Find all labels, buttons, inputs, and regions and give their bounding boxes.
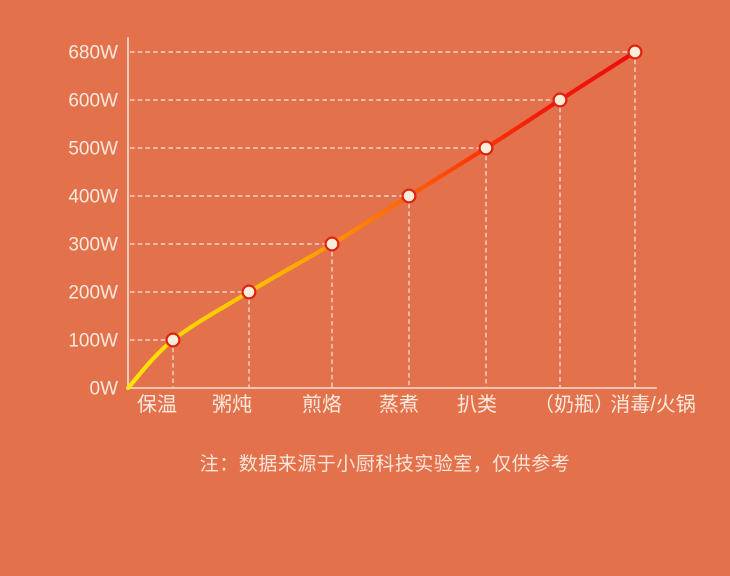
axes bbox=[126, 37, 657, 390]
data-point bbox=[401, 188, 417, 204]
x-axis-label: 蒸煮 bbox=[379, 393, 419, 416]
guide-lines bbox=[130, 51, 636, 387]
x-axis-labels: 保温 粥炖 煎烙 蒸煮 扒类 （奶瓶）消毒/火锅 bbox=[137, 393, 696, 416]
data-point bbox=[324, 236, 340, 252]
chart-footnote: 注：数据来源于小厨科技实验室，仅供参考 bbox=[199, 454, 571, 475]
data-points bbox=[165, 44, 643, 348]
y-axis-label: 680W bbox=[68, 43, 118, 64]
y-axis-label: 200W bbox=[68, 283, 118, 304]
y-axis-labels: 0W 100W 200W 300W 400W 500W 600W 680W bbox=[68, 43, 118, 400]
x-axis-label: 粥炖 bbox=[212, 393, 252, 416]
x-axis-label: 扒类 bbox=[457, 393, 497, 416]
power-line-chart: 0W 100W 200W 300W 400W 500W 600W 680W 保温 粥炖 煎烙 蒸煮 扒类… bbox=[68, 37, 696, 416]
x-axis-label: 煎烙 bbox=[302, 393, 342, 416]
data-point bbox=[627, 44, 643, 60]
y-axis-label: 0W bbox=[90, 379, 119, 400]
data-point bbox=[241, 284, 257, 300]
y-axis-label: 100W bbox=[68, 331, 118, 352]
data-point bbox=[552, 92, 568, 108]
y-axis-label: 600W bbox=[68, 91, 118, 112]
x-axis-label: 保温 bbox=[137, 393, 177, 416]
y-axis-label: 300W bbox=[68, 235, 118, 256]
y-axis-label: 400W bbox=[68, 187, 118, 208]
y-axis-label: 500W bbox=[68, 139, 118, 160]
x-axis-label: 消毒/火锅 bbox=[610, 393, 696, 416]
x-axis-label: （奶瓶） bbox=[534, 393, 614, 416]
data-point bbox=[165, 332, 181, 348]
data-point bbox=[478, 140, 494, 156]
